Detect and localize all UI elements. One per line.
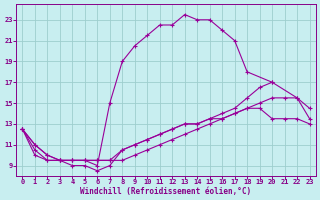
X-axis label: Windchill (Refroidissement éolien,°C): Windchill (Refroidissement éolien,°C) xyxy=(80,187,252,196)
